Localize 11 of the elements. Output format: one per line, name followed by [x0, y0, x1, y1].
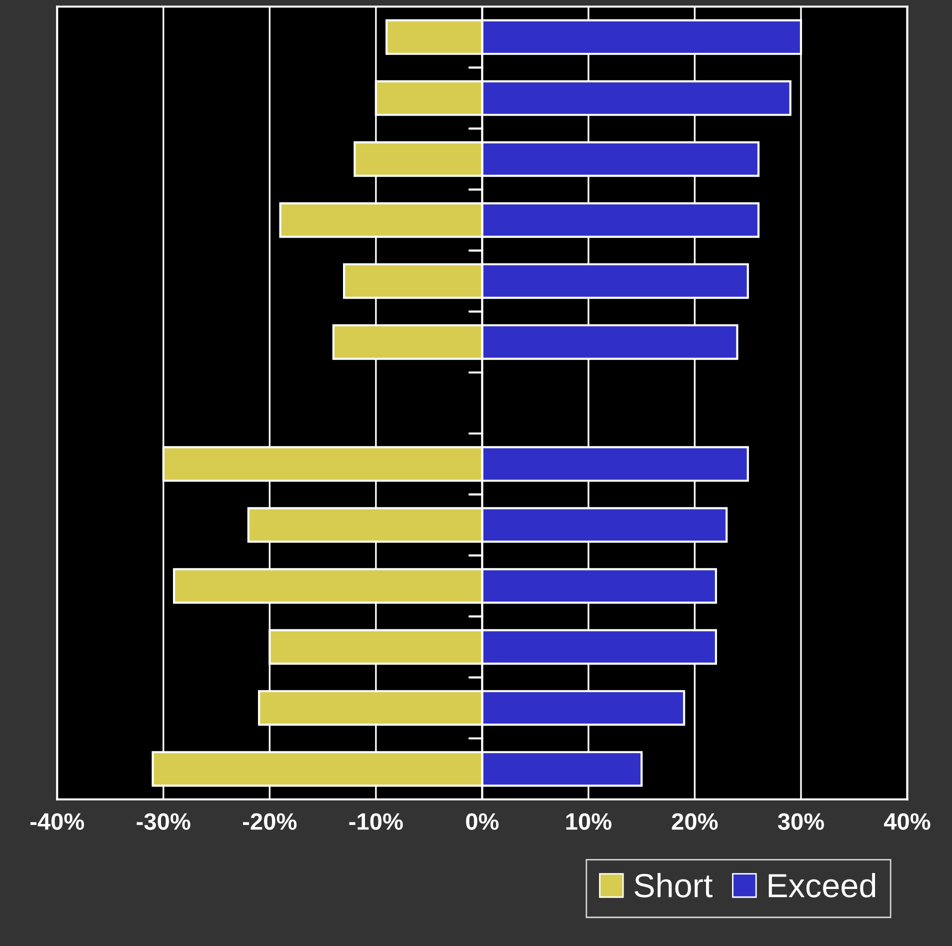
x-tick-label: 40% [884, 813, 930, 830]
x-tick-label: -10% [349, 813, 403, 830]
x-tick-label: 30% [778, 813, 824, 830]
x-tick-label: 0% [466, 813, 499, 830]
x-tick-label: -30% [136, 813, 190, 830]
x-tick-label: -40% [30, 813, 84, 830]
legend-label: Short [634, 872, 713, 898]
x-tick-label: 10% [566, 813, 612, 830]
legend-label: Exceed [768, 872, 876, 898]
x-tick-label: -20% [243, 813, 297, 830]
x-tick-label: 20% [672, 813, 718, 830]
